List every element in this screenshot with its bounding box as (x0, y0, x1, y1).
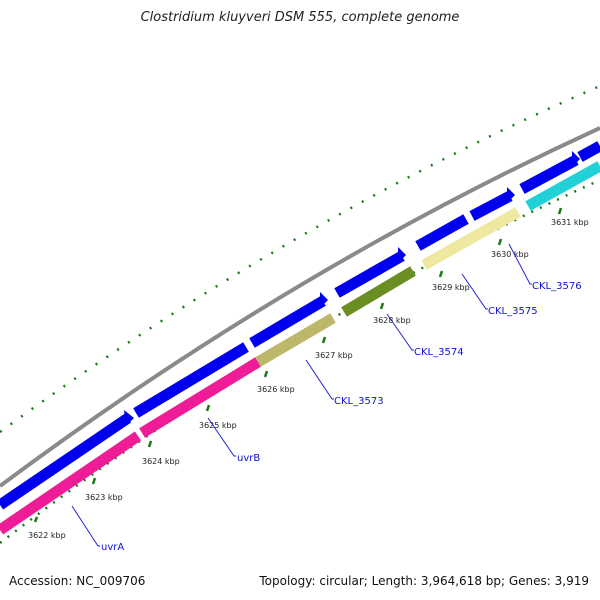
feature-CKL_3573 (255, 313, 336, 367)
gene-label-uvrA: uvrA (101, 542, 124, 553)
leader-CKL_3575 (461, 273, 488, 310)
cds-forward-5 (415, 214, 469, 251)
leader-CKL_3574 (386, 313, 414, 351)
genome-summary: Topology: circular; Length: 3,964,618 bp… (259, 574, 589, 588)
gene-labels: uvrA uvrB CKL_3573 CKL_3574 CKL_3575 CKL… (71, 243, 582, 553)
genome-backbone (0, 126, 600, 488)
cds-forward-3 (249, 296, 326, 348)
cds-forward-8 (577, 141, 600, 162)
cds-forward-6 (469, 191, 513, 221)
forward-cds-track (0, 141, 600, 510)
cds-forward-2 (133, 342, 249, 418)
gene-label-CKL_3575: CKL_3575 (488, 306, 538, 317)
cds-arrowhead-5 (572, 151, 580, 167)
scale-labels: 3622 kbp 3623 kbp 3624 kbp 3625 kbp 3626… (28, 207, 589, 540)
cds-arrowhead-2 (320, 292, 328, 308)
tick-label-3631: 3631 kbp (551, 218, 589, 227)
cds-arrowhead-1 (124, 410, 134, 426)
feature-CKL_3576 (525, 161, 600, 211)
tick-label-3625: 3625 kbp (199, 421, 237, 430)
feature-track (0, 161, 600, 535)
tick-label-3629: 3629 kbp (432, 283, 470, 292)
accession-label: Accession: NC_009706 (9, 574, 146, 588)
tick-label-3627: 3627 kbp (315, 351, 353, 360)
scale-tick-ring (0, 178, 600, 544)
feature-uvrA (0, 431, 142, 535)
gene-label-CKL_3573: CKL_3573 (334, 396, 384, 407)
tick-label-3624: 3624 kbp (142, 457, 180, 466)
outer-dot-ring (0, 84, 600, 434)
leader-uvrB (207, 417, 236, 457)
gene-label-uvrB: uvrB (237, 453, 260, 464)
tick-label-3626: 3626 kbp (257, 385, 295, 394)
feature-uvrB (139, 357, 261, 438)
cds-forward-7 (519, 155, 579, 194)
leader-CKL_3576 (508, 243, 532, 285)
leader-uvrA (71, 505, 100, 547)
tick-label-3622: 3622 kbp (28, 531, 66, 540)
map-title: Clostridium kluyveri DSM 555, complete g… (140, 10, 460, 25)
tick-label-3630: 3630 kbp (491, 250, 529, 259)
tick-label-3623: 3623 kbp (85, 493, 123, 502)
feature-CKL_3574 (341, 266, 416, 317)
cds-arrowhead-4 (507, 187, 515, 203)
leader-CKL_3573 (305, 359, 334, 400)
cds-forward-1 (0, 413, 132, 510)
gene-label-CKL_3574: CKL_3574 (414, 347, 464, 358)
cds-forward-4 (334, 251, 405, 298)
feature-CKL_3575 (421, 207, 521, 270)
cds-arrowhead-3 (398, 247, 406, 263)
gene-label-CKL_3576: CKL_3576 (532, 281, 582, 292)
